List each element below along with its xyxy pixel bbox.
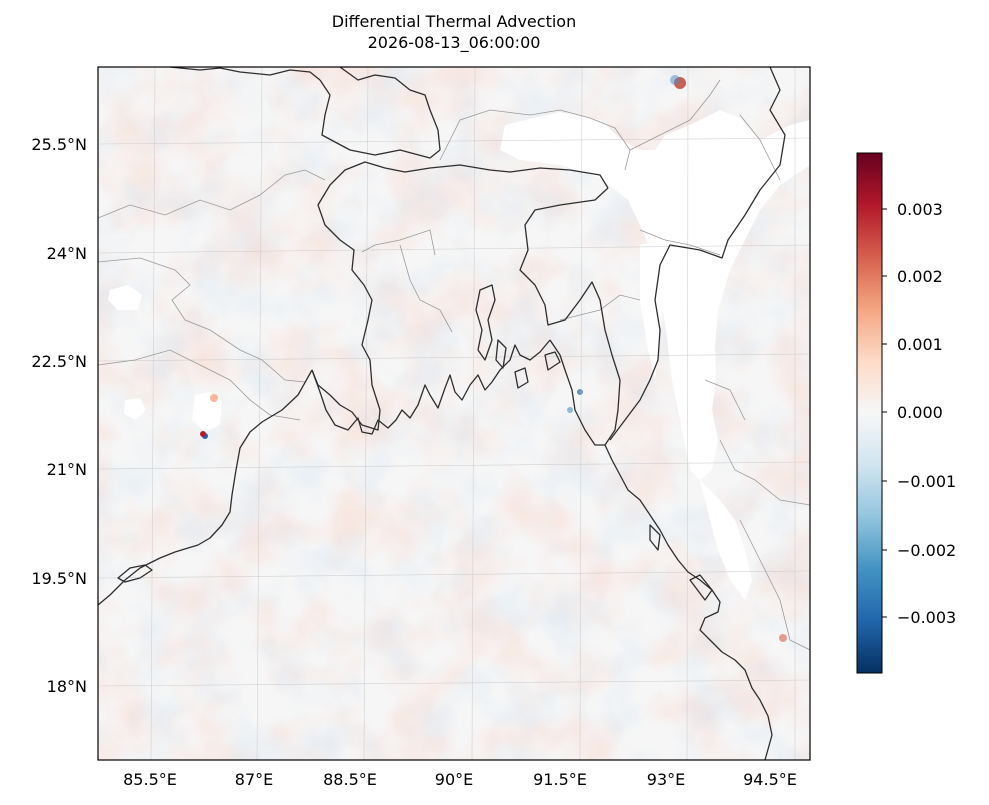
lat-label: 24°N bbox=[47, 244, 87, 263]
advection-field bbox=[98, 67, 810, 760]
colorbar-tick: 0.001 bbox=[897, 335, 943, 354]
map-frame bbox=[97, 66, 811, 761]
state-boundaries bbox=[98, 79, 810, 651]
colorbar-tick: −0.001 bbox=[897, 472, 956, 491]
lat-label: 21°N bbox=[47, 460, 87, 479]
lon-label: 91.5°E bbox=[533, 770, 587, 789]
coastline-borders bbox=[98, 67, 786, 760]
lat-label: 25.5°N bbox=[31, 135, 87, 154]
masked-region-west2 bbox=[108, 285, 142, 310]
lat-label: 22.5°N bbox=[31, 352, 87, 371]
masked-region-west3 bbox=[124, 398, 146, 420]
lon-label: 85.5°E bbox=[123, 770, 177, 789]
masked-region-hills bbox=[500, 110, 810, 480]
map-title: Differential Thermal Advection bbox=[331, 12, 577, 31]
colorbar: 0.003 0.002 0.001 0.000 −0.001 −0.002 −0… bbox=[856, 152, 956, 674]
lon-label: 87°E bbox=[235, 770, 273, 789]
graticule bbox=[98, 67, 810, 760]
lon-labels: 85.5°E 87°E 88.5°E 90°E 91.5°E 93°E 94.5… bbox=[123, 770, 797, 789]
colorbar-gradient bbox=[856, 152, 883, 674]
colorbar-tick: 0.003 bbox=[897, 200, 943, 219]
colorbar-tick: 0.002 bbox=[897, 267, 943, 286]
masked-region-west bbox=[192, 392, 222, 432]
lon-label: 88.5°E bbox=[323, 770, 377, 789]
map-subtitle: 2026-08-13_06:00:00 bbox=[367, 33, 541, 52]
masked-region-north bbox=[640, 240, 668, 380]
lat-labels: 25.5°N 24°N 22.5°N 21°N 19.5°N 18°N bbox=[31, 135, 87, 696]
colorbar-tick: −0.003 bbox=[897, 608, 956, 627]
colorbar-tick: −0.002 bbox=[897, 541, 956, 560]
lon-label: 93°E bbox=[647, 770, 685, 789]
colorbar-tick: 0.000 bbox=[897, 403, 943, 422]
masked-region-east bbox=[700, 480, 752, 600]
lat-label: 18°N bbox=[47, 677, 87, 696]
lat-label: 19.5°N bbox=[31, 569, 87, 588]
lon-label: 94.5°E bbox=[743, 770, 797, 789]
lon-label: 90°E bbox=[435, 770, 473, 789]
